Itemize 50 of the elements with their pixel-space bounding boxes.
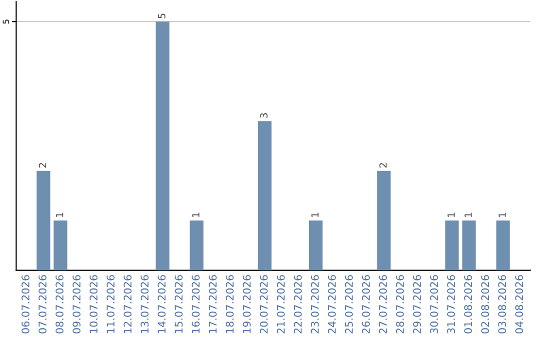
x-tick-label: 07.07.2026 bbox=[38, 275, 46, 334]
x-tick-label: 29.07.2026 bbox=[413, 275, 421, 334]
data-label: 1 bbox=[448, 212, 455, 218]
data-label: 5 bbox=[158, 14, 166, 18]
x-tick-label: 13.07.2026 bbox=[140, 275, 149, 333]
bar bbox=[377, 170, 391, 270]
x-tick-label: 22.07.2026 bbox=[294, 275, 302, 334]
data-label: 1 bbox=[311, 212, 318, 218]
x-tick-label: 11.07.2026 bbox=[106, 275, 115, 333]
bar bbox=[258, 121, 272, 270]
x-tick-label: 10.07.2026 bbox=[90, 275, 98, 333]
data-label: 1 bbox=[464, 212, 472, 218]
bar bbox=[156, 22, 170, 270]
x-tick-label: 23.07.2026 bbox=[310, 275, 319, 334]
bar bbox=[496, 220, 510, 270]
x-tick-label: 12.07.2026 bbox=[124, 275, 132, 333]
x-tick-label: 20.07.2026 bbox=[260, 275, 268, 334]
x-tick-label: 09.07.2026 bbox=[72, 275, 81, 334]
x-tick-label: 25.07.2026 bbox=[344, 275, 353, 334]
bar bbox=[190, 220, 204, 270]
x-tick-label: 17.07.2026 bbox=[208, 275, 217, 333]
x-tick-label: 14.07.2026 bbox=[158, 275, 166, 333]
x-tick-label: 19.07.2026 bbox=[242, 275, 251, 333]
x-tick-label: 26.07.2026 bbox=[362, 275, 370, 334]
x-tick-label: 16.07.2026 bbox=[192, 275, 200, 333]
x-tick-label: 04.08.2026 bbox=[515, 275, 524, 334]
x-tick-label: 30.07.2026 bbox=[430, 275, 438, 334]
data-label: 2 bbox=[379, 163, 387, 168]
x-tick-label: 28.07.2026 bbox=[396, 275, 404, 334]
data-label: 1 bbox=[192, 212, 200, 218]
x-tick-label: 24.07.2026 bbox=[328, 275, 336, 334]
x-tick-label: 03.08.2026 bbox=[498, 275, 506, 334]
x-tick-label: 21.07.2026 bbox=[276, 275, 285, 334]
bar bbox=[445, 220, 459, 270]
x-tick-label: 18.07.2026 bbox=[226, 275, 234, 333]
x-tick-label: 27.07.2026 bbox=[379, 275, 387, 334]
bar bbox=[36, 170, 50, 270]
x-tick-label: 01.08.2026 bbox=[464, 275, 472, 334]
data-label: 1 bbox=[498, 212, 506, 218]
bar bbox=[54, 220, 68, 270]
bar bbox=[462, 220, 476, 270]
data-label: 1 bbox=[56, 212, 64, 218]
x-tick-label: 06.07.2026 bbox=[22, 275, 30, 334]
x-tick-label: 08.07.2026 bbox=[56, 275, 64, 334]
x-tick-label: 15.07.2026 bbox=[174, 275, 183, 333]
x-tick-label: 02.08.2026 bbox=[481, 275, 490, 334]
data-label: 3 bbox=[260, 113, 268, 118]
bar bbox=[308, 220, 323, 270]
data-label: 2 bbox=[38, 163, 46, 168]
x-tick-label: 31.07.2026 bbox=[447, 275, 455, 334]
